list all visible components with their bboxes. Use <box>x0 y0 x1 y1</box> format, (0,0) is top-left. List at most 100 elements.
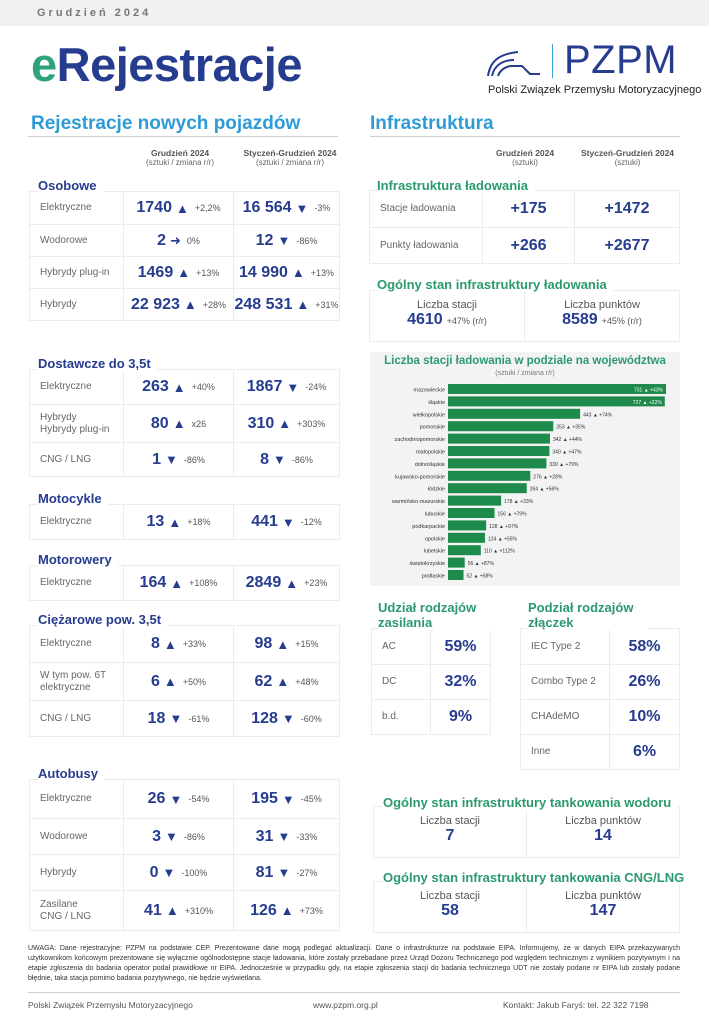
month-value: 80 ▲ x26 <box>123 405 233 442</box>
value-label: 110 ▲ +112% <box>484 549 516 555</box>
category-label: podkarpackie <box>412 524 445 530</box>
overall-charging-title: Ogólny stan infrastruktury ładowania <box>377 277 613 292</box>
value-label: 731 ▲ +43% <box>634 388 664 394</box>
group-table: Elektryczne 1740 ▲ +2,2% 16 564 ▼ -3% Wodorowe 2… <box>29 191 340 321</box>
up-arrow-icon: ▲ <box>175 200 189 216</box>
row-label: W tym pow. 6T elektryczne <box>40 669 107 693</box>
bar <box>448 545 481 556</box>
category-label: opolskie <box>425 536 445 542</box>
table-row: W tym pow. 6T elektryczne 6 ▲ +50% 62 ▲ +48% <box>30 662 339 700</box>
power-share-table: AC 59% DC 32% b.d. 9% <box>371 628 491 735</box>
table-row: CHAdeMO 10% <box>521 699 679 734</box>
value-label: 156 ▲ +79% <box>498 512 528 518</box>
value-label: 727 ▲ +22% <box>633 400 663 406</box>
row-label: CNG / LNG <box>40 453 92 465</box>
row-label: Inne <box>531 746 551 757</box>
table-row: Inne 6% <box>521 734 679 769</box>
row-label: Elektryczne <box>40 516 92 527</box>
value-label: 353 ▲ +35% <box>556 425 586 431</box>
year-value: 14 990 ▲ +13% <box>233 257 339 288</box>
connectors-table: IEC Type 2 58% Combo Type 2 26% CHAdeMO 10% In… <box>520 628 680 770</box>
row-label: Elektryczne <box>40 381 92 392</box>
up-arrow-icon: ▲ <box>276 674 290 689</box>
year-value: 128 ▼ -60% <box>233 701 339 736</box>
group-table: Elektryczne 164 ▲ +108% 2849 ▲ +23% <box>29 565 340 601</box>
down-arrow-icon: ▼ <box>281 791 295 807</box>
up-arrow-icon: ▲ <box>280 903 294 918</box>
value-label: 443 ▲ +74% <box>583 412 613 418</box>
category-label: wielkopolskie <box>412 412 445 418</box>
down-arrow-icon: ▼ <box>277 233 291 248</box>
stations-stat: Liczba stacji 58 <box>420 890 480 919</box>
table-row: Stacje ładowania +175 +1472 <box>370 191 679 227</box>
table-row: Hybrydy Hybrydy plug-in 80 ▲ x26 310 ▲ +303% <box>30 404 339 442</box>
infra-column-header-month: Grudzień 2024 (sztuki) <box>495 148 555 167</box>
month-value: 3 ▼ -86% <box>123 819 233 854</box>
bar <box>448 384 666 394</box>
year-value: 81 ▼ -27% <box>233 855 339 890</box>
bar <box>448 557 465 568</box>
value-label: 330 ▲ +79% <box>549 462 579 468</box>
down-arrow-icon: ▼ <box>165 829 178 844</box>
voivodeship-chart: Liczba stacji ładowania w podziale na wo… <box>370 352 680 586</box>
divider <box>28 992 680 993</box>
charging-infrastructure-title: Infrastruktura ładowania <box>377 178 534 193</box>
bar <box>448 508 495 518</box>
year-value: 441 ▼ -12% <box>233 505 339 539</box>
month-value: 22 923 ▲ +28% <box>123 289 233 320</box>
table-row: Elektryczne 1740 ▲ +2,2% 16 564 ▼ -3% <box>30 192 339 224</box>
group-table: Elektryczne 263 ▲ +40% 1867 ▼ -24% Hybrydy Hybr… <box>29 369 340 477</box>
row-label: IEC Type 2 <box>531 640 581 652</box>
bar <box>448 396 665 407</box>
year-value: 2849 ▲ +23% <box>233 566 339 600</box>
row-label: Wodorowe <box>40 234 88 246</box>
row-label: Combo Type 2 <box>531 676 596 687</box>
category-label: śląskie <box>428 400 445 406</box>
up-arrow-icon: ▲ <box>163 636 177 652</box>
row-label: Hybrydy Hybrydy plug-in <box>40 411 110 435</box>
month-value: 0 ▼ -100% <box>123 855 233 890</box>
report-month: Grudzień 2024 <box>37 7 152 19</box>
row-label: Elektryczne <box>40 202 92 213</box>
down-arrow-icon: ▼ <box>277 829 291 844</box>
logo-separator <box>552 44 553 78</box>
group-title: Autobusy <box>38 766 104 781</box>
row-label: Hybrydy <box>40 298 77 310</box>
value-label: 342 ▲ +44% <box>553 437 583 443</box>
up-arrow-icon: ▲ <box>296 297 310 312</box>
down-arrow-icon: ▼ <box>169 711 183 726</box>
bar <box>448 495 502 506</box>
down-arrow-icon: ▼ <box>277 865 291 880</box>
row-value: 32% <box>430 665 490 699</box>
infrastructure-title: Infrastruktura <box>370 113 494 134</box>
table-row: Elektryczne 164 ▲ +108% 2849 ▲ +23% <box>30 566 339 600</box>
category-label: pomorskie <box>420 425 445 431</box>
table-row: CNG / LNG 1 ▼ -86% 8 ▼ -86% <box>30 442 339 476</box>
table-row: Elektryczne 26 ▼ -54% 195 ▼ -45% <box>30 780 339 818</box>
group-title: Motocykle <box>38 491 108 506</box>
group-table: Elektryczne 13 ▲ +18% 441 ▼ -12% <box>29 504 340 540</box>
category-label: lubuskie <box>425 512 445 518</box>
year-value: 12 ▼ -86% <box>233 225 339 256</box>
row-label: AC <box>382 640 396 652</box>
table-row: Hybrydy 22 923 ▲ +28% 248 531 ▲ +31% <box>30 288 339 320</box>
value-label: 128 ▲ +97% <box>489 524 519 530</box>
row-label: Elektryczne <box>40 793 92 804</box>
registrations-title: Rejestracje nowych pojazdów <box>31 113 301 134</box>
year-value: 62 ▲ +48% <box>233 663 339 700</box>
value-label: 178 ▲ +33% <box>504 499 534 505</box>
year-value: 98 ▲ +15% <box>233 626 339 662</box>
month-value: 164 ▲ +108% <box>123 566 233 600</box>
divider <box>28 136 338 137</box>
footer-url[interactable]: www.pzpm.org.pl <box>313 1000 378 1010</box>
row-label: CNG / LNG <box>40 712 92 724</box>
table-row: Wodorowe 3 ▼ -86% 31 ▼ -33% <box>30 818 339 854</box>
connectors-title: Podział rodzajów złączek <box>528 600 648 630</box>
table-row: AC 59% <box>372 629 490 664</box>
value-label: 56 ▲ +87% <box>468 561 495 567</box>
footer-contact: Kontakt: Jakub Faryś: tel. 22 322 7198 <box>503 1000 649 1010</box>
up-arrow-icon: ▲ <box>285 575 299 591</box>
category-label: kujawsko-pomorskie <box>395 474 445 480</box>
year-value: 8 ▼ -86% <box>233 443 339 476</box>
table-row: Hybrydy 0 ▼ -100% 81 ▼ -27% <box>30 854 339 890</box>
